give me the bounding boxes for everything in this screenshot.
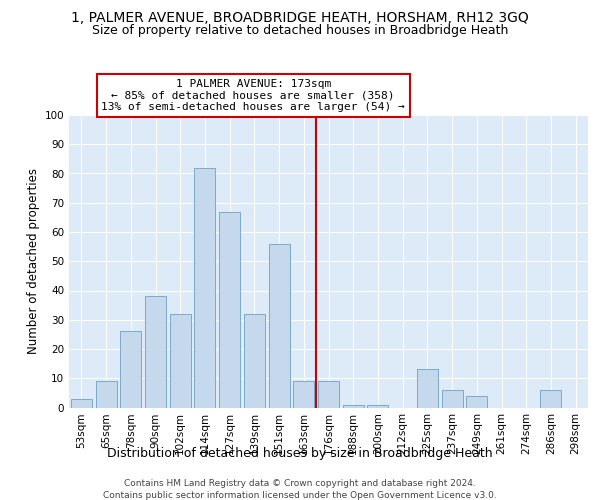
Text: Contains HM Land Registry data © Crown copyright and database right 2024.: Contains HM Land Registry data © Crown c… [124,479,476,488]
Bar [466,396,487,407]
Bar [541,390,562,407]
Bar [367,404,388,407]
Bar [95,381,116,407]
Text: 1, PALMER AVENUE, BROADBRIDGE HEATH, HORSHAM, RH12 3GQ: 1, PALMER AVENUE, BROADBRIDGE HEATH, HOR… [71,11,529,25]
Bar [343,404,364,407]
Text: 1 PALMER AVENUE: 173sqm
← 85% of detached houses are smaller (358)
13% of semi-d: 1 PALMER AVENUE: 173sqm ← 85% of detache… [101,79,405,112]
Bar [71,398,92,407]
Bar [442,390,463,407]
Bar [219,212,240,408]
Bar [194,168,215,408]
Bar [318,381,339,407]
Y-axis label: Number of detached properties: Number of detached properties [28,168,40,354]
Bar [417,370,438,408]
Bar [244,314,265,408]
Text: Contains public sector information licensed under the Open Government Licence v3: Contains public sector information licen… [103,491,497,500]
Text: Size of property relative to detached houses in Broadbridge Heath: Size of property relative to detached ho… [92,24,508,37]
Bar [170,314,191,408]
Bar [293,381,314,407]
Bar [269,244,290,408]
Bar [145,296,166,408]
Text: Distribution of detached houses by size in Broadbridge Heath: Distribution of detached houses by size … [107,448,493,460]
Bar [120,332,141,407]
